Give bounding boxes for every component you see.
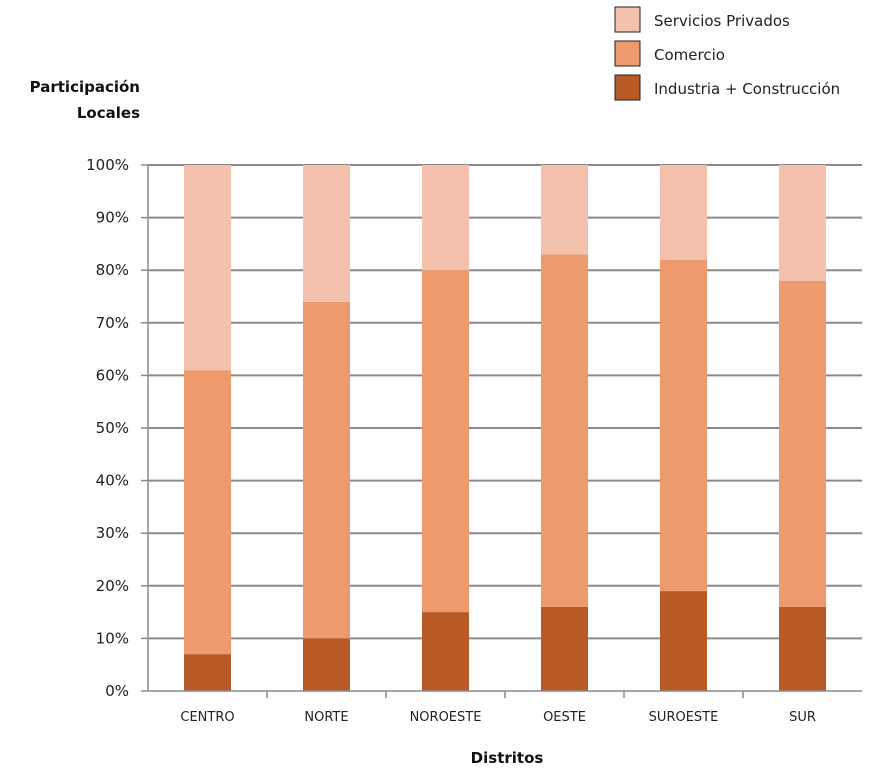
y-tick-label: 100% bbox=[86, 156, 129, 174]
x-tick-label: SUROESTE bbox=[649, 710, 719, 725]
bar-segment-noroeste-2 bbox=[422, 165, 469, 270]
bar-segment-suroeste-1 bbox=[660, 260, 707, 591]
bar-segment-centro-1 bbox=[184, 370, 231, 654]
bar-segment-suroeste-0 bbox=[660, 591, 707, 691]
legend-item: Servicios Privados bbox=[615, 7, 790, 32]
bar-segment-sur-1 bbox=[779, 281, 826, 607]
bar-segment-noroeste-0 bbox=[422, 612, 469, 691]
x-axis-title: Distritos bbox=[471, 749, 544, 767]
bar-segment-centro-0 bbox=[184, 654, 231, 691]
x-tick-label: SUR bbox=[789, 710, 816, 725]
y-tick-label: 50% bbox=[96, 419, 129, 437]
legend-item: Comercio bbox=[615, 41, 725, 66]
y-tick-label: 70% bbox=[96, 314, 129, 332]
y-tick-label: 80% bbox=[96, 261, 129, 279]
bar-segment-oeste-0 bbox=[541, 607, 588, 691]
gridlines bbox=[141, 165, 862, 691]
y-tick-label: 40% bbox=[96, 472, 129, 490]
y-axis-title-line-1: Participación bbox=[30, 78, 140, 96]
y-tick-label: 20% bbox=[96, 577, 129, 595]
y-tick-labels: 0% 10% 20% 30% 40% 50% 60% 70% 80% 90% 100% bbox=[86, 156, 129, 700]
legend-swatch bbox=[615, 75, 640, 100]
legend-swatch bbox=[615, 7, 640, 32]
y-tick-label: 0% bbox=[105, 682, 129, 700]
legend: Servicios Privados Comercio Industria + Co… bbox=[615, 7, 840, 100]
bar-segment-oeste-1 bbox=[541, 254, 588, 606]
x-tick-label: OESTE bbox=[543, 710, 586, 725]
bar-segment-norte-2 bbox=[303, 165, 350, 302]
bar-segment-oeste-2 bbox=[541, 165, 588, 254]
y-tick-label: 90% bbox=[96, 209, 129, 227]
x-tick-label: NORTE bbox=[304, 710, 348, 725]
bar-segment-centro-2 bbox=[184, 165, 231, 370]
y-tick-label: 60% bbox=[96, 366, 129, 384]
legend-label: Industria + Construcción bbox=[654, 80, 840, 98]
y-tick-label: 30% bbox=[96, 524, 129, 542]
y-tick-label: 10% bbox=[96, 629, 129, 647]
x-tick-label: NOROESTE bbox=[410, 710, 482, 725]
legend-swatch bbox=[615, 41, 640, 66]
legend-label: Comercio bbox=[654, 46, 725, 64]
bar-segment-norte-0 bbox=[303, 638, 350, 691]
bar-segment-sur-2 bbox=[779, 165, 826, 281]
bar-segment-norte-1 bbox=[303, 302, 350, 639]
x-tick-labels: CENTRO NORTE NOROESTE OESTE SUROESTE SUR bbox=[180, 691, 816, 725]
legend-item: Industria + Construcción bbox=[615, 75, 840, 100]
x-tick-label: CENTRO bbox=[180, 710, 234, 725]
y-axis-title-line-2: Locales bbox=[77, 104, 140, 122]
bar-segment-sur-0 bbox=[779, 607, 826, 691]
bar-segment-noroeste-1 bbox=[422, 270, 469, 612]
legend-label: Servicios Privados bbox=[654, 12, 790, 30]
bar-segment-suroeste-2 bbox=[660, 165, 707, 260]
